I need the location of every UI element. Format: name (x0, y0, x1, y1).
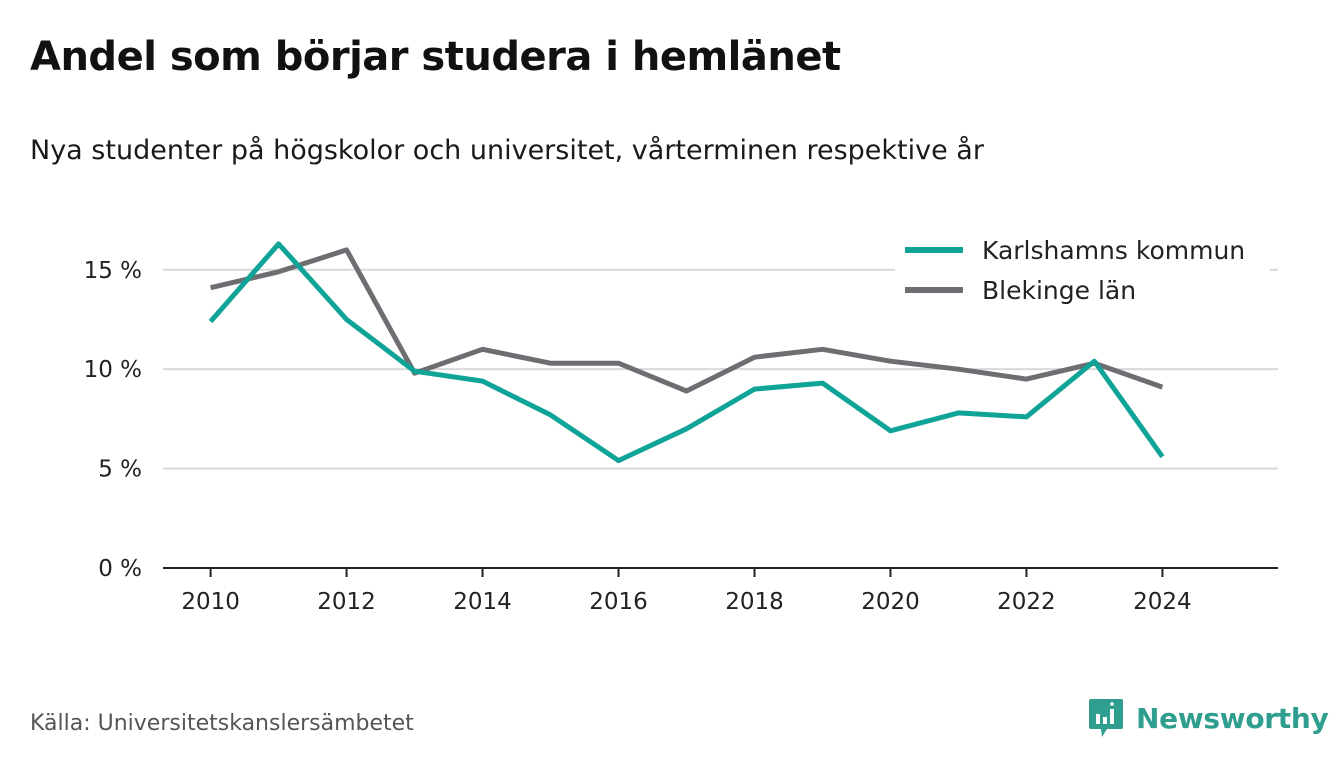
x-tick-label: 2010 (181, 589, 240, 615)
chart-title: Andel som börjar studera i hemlänet (30, 34, 841, 80)
x-tick-label: 2020 (861, 589, 920, 615)
series-line-blekinge-lan (210, 247, 1164, 394)
series-line-karlshamns-kommun (208, 241, 1165, 464)
y-tick-label: 15 % (84, 258, 142, 284)
x-tick-label: 2018 (725, 589, 784, 615)
x-tick-label: 2012 (317, 589, 376, 615)
brand-name: Newsworthy (1136, 701, 1329, 735)
legend-label: Blekinge län (982, 276, 1136, 305)
y-tick-label: 0 % (98, 556, 142, 582)
brand-logo[interactable]: Newsworthy (1088, 697, 1329, 739)
legend-background (895, 230, 1270, 312)
legend: Karlshamns kommun Blekinge län (895, 230, 1270, 312)
chart-subtitle: Nya studenter på högskolor och universit… (30, 135, 984, 166)
bar-chart-icon (1089, 699, 1123, 737)
x-tick-label: 2016 (589, 589, 648, 615)
y-tick-label: 5 % (98, 457, 142, 483)
y-tick-label: 10 % (84, 357, 142, 383)
x-tick-label: 2024 (1133, 589, 1192, 615)
x-tick-label: 2014 (453, 589, 512, 615)
x-tick-label: 2022 (997, 589, 1056, 615)
series-lines (208, 241, 1165, 464)
source-note: Källa: Universitetskanslersämbetet (30, 711, 414, 736)
axes: 0 % 5 % 10 % 15 % 2010 2012 2014 2016 2018 2020 20… (84, 258, 1278, 615)
legend-label: Karlshamns kommun (982, 236, 1245, 265)
